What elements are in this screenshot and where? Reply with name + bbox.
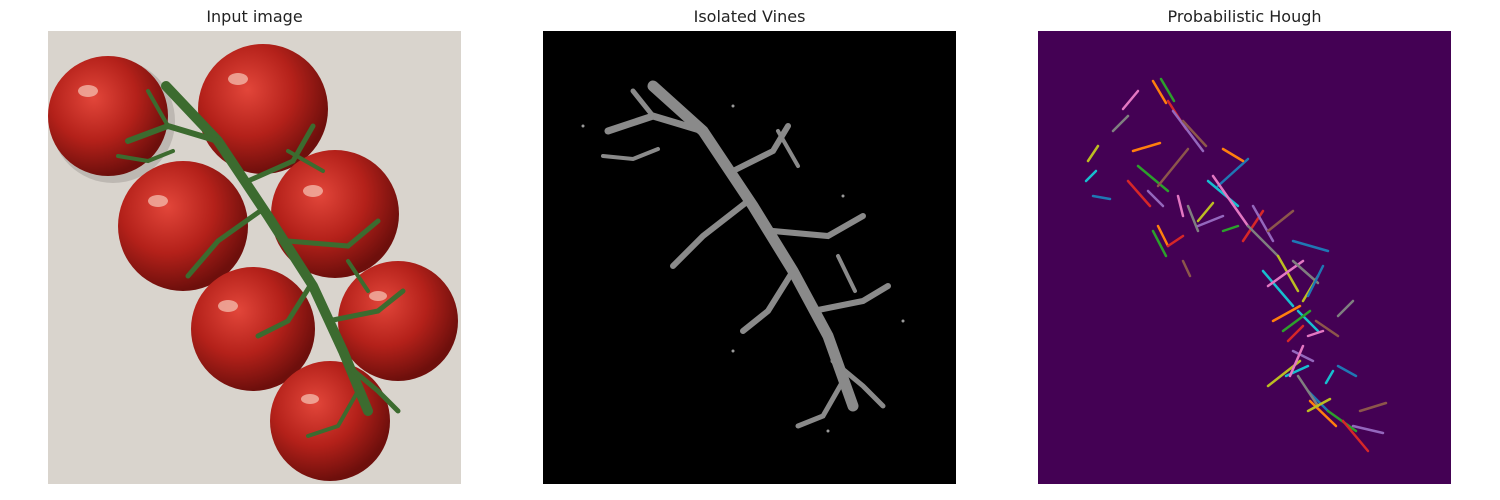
hough-segment — [1216, 157, 1250, 188]
hough-line-segments — [1084, 77, 1388, 453]
hough-segment — [1286, 324, 1305, 343]
hough-segment — [1271, 304, 1302, 323]
hough-segment — [1084, 169, 1098, 183]
hough-segment — [1291, 239, 1330, 253]
hough-segment — [1336, 364, 1358, 378]
probabilistic-hough-image — [1038, 31, 1451, 484]
hough-segment — [1308, 399, 1338, 428]
hough-segment — [1086, 144, 1100, 163]
hough-segment — [1196, 201, 1215, 223]
hough-segment — [1351, 424, 1385, 435]
hough-segment — [1131, 141, 1162, 153]
hough-segment — [1358, 401, 1388, 413]
hough-segment — [1206, 179, 1240, 208]
hough-segment — [1276, 254, 1300, 293]
hough-segment — [1306, 264, 1325, 298]
hough-segment — [1314, 319, 1340, 338]
isolated-vines-image — [543, 31, 956, 484]
hough-segment — [1181, 259, 1192, 278]
hough-segment — [1341, 419, 1370, 453]
hough-segment — [1324, 369, 1335, 385]
hough-segment — [1291, 349, 1315, 363]
hough-segment — [1296, 374, 1320, 408]
vine-speckles — [581, 104, 905, 433]
hough-segment — [1196, 214, 1225, 228]
panel-title-isolated-vines: Isolated Vines — [693, 7, 806, 26]
hough-segment — [1288, 344, 1305, 378]
hough-segment — [1166, 234, 1185, 248]
hough-segment — [1221, 224, 1240, 233]
panel-title-probabilistic-hough: Probabilistic Hough — [1167, 7, 1322, 26]
hough-segment — [1159, 77, 1176, 103]
hough-segment — [1266, 209, 1295, 233]
hough-segment — [1251, 204, 1275, 243]
hough-segment — [1211, 174, 1250, 228]
hough-segment — [1156, 147, 1190, 188]
hough-segment — [1261, 269, 1295, 308]
vine — [116, 81, 406, 438]
hough-segment — [1111, 114, 1130, 133]
hough-segment — [1176, 194, 1185, 218]
hough-segment — [1171, 109, 1205, 153]
hough-segment — [1186, 204, 1200, 233]
hough-segment — [1306, 329, 1325, 338]
hough-segment — [1291, 259, 1320, 285]
hough-segment — [1156, 224, 1170, 248]
hough-segment — [1336, 299, 1355, 318]
input-image — [48, 31, 461, 484]
hough-segment — [1091, 194, 1112, 201]
hough-segment — [1246, 224, 1280, 258]
panel-title-input-image: Input image — [206, 7, 303, 26]
hough-segment — [1151, 229, 1168, 258]
hough-segment — [1221, 147, 1245, 163]
hough-segment — [1281, 309, 1312, 333]
hough-segment — [1296, 309, 1320, 333]
vine-mask — [601, 80, 891, 429]
hough-segment — [1121, 89, 1140, 111]
hough-segment — [1126, 179, 1152, 208]
hough-segment — [1136, 164, 1170, 193]
hough-segment — [1151, 79, 1168, 105]
hough-segment — [1181, 119, 1208, 148]
hough-segment — [1306, 397, 1332, 413]
hough-segment — [1146, 189, 1165, 208]
tomatoes — [48, 44, 458, 481]
